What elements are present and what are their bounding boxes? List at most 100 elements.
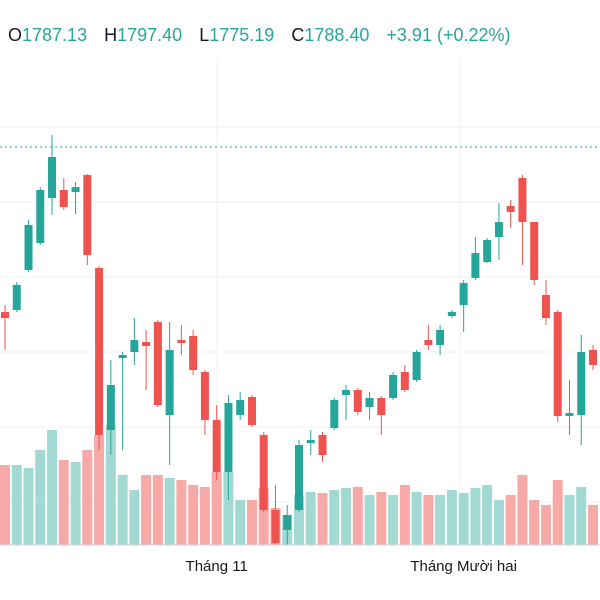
volume-bar (493, 500, 504, 545)
candle-body (24, 225, 33, 270)
volume-bar (199, 487, 210, 545)
candle-body (436, 330, 445, 345)
volume-bar (211, 472, 222, 545)
candle-body (306, 440, 315, 443)
candle-body (259, 435, 268, 510)
ohlc-header: O1787.13 H1797.40 L1775.19 C1788.40 +3.9… (8, 25, 523, 46)
label: O (8, 25, 23, 45)
candle-body (530, 222, 539, 280)
candle-body (400, 372, 409, 390)
volume-bar (117, 475, 128, 545)
volume-bar (11, 465, 22, 545)
volume-bar (446, 490, 457, 545)
volume-bar (305, 492, 316, 545)
volume-bar (47, 430, 58, 545)
candle-body (459, 283, 468, 305)
label: H (104, 25, 118, 45)
candle-layer (1, 135, 597, 545)
volume-bar (70, 462, 81, 545)
volume-bar (458, 493, 469, 545)
volume-bar (223, 472, 234, 545)
candle-body (318, 435, 327, 455)
volume-bar (141, 475, 152, 545)
volume-layer (0, 425, 598, 545)
candle-body (71, 187, 80, 192)
volume-bar (540, 505, 551, 545)
volume-bar (58, 460, 69, 545)
label: C (291, 25, 305, 45)
candle-body (506, 206, 515, 212)
candle-body (483, 240, 492, 262)
volume-bar (317, 493, 328, 545)
volume-bar (435, 495, 446, 545)
volume-bar (246, 500, 257, 545)
candle-body (142, 342, 151, 346)
candle-body (83, 175, 92, 255)
x-tick-label: Tháng Mười hai (410, 558, 517, 575)
volume-bar (529, 500, 540, 545)
candle-body (95, 268, 104, 435)
candle-body (283, 515, 292, 530)
candle-body (330, 400, 339, 428)
x-tick-label: Tháng 11 (186, 558, 248, 575)
candle-body (1, 312, 9, 318)
volume-bar (482, 485, 493, 545)
volume-bar (588, 505, 598, 545)
volume-bar (164, 478, 175, 545)
candle-body (447, 312, 456, 316)
candle-body (377, 398, 386, 415)
volume-bar (576, 487, 587, 545)
value: 1787.13 (22, 25, 88, 45)
candle-body (471, 253, 480, 278)
volume-bar (105, 425, 116, 545)
volume-bar (82, 450, 93, 545)
volume-bar (376, 492, 387, 545)
volume-bar (152, 475, 163, 545)
candle-body (271, 510, 280, 543)
candle-body (353, 390, 362, 412)
candle-body (189, 336, 198, 370)
candle-body (577, 352, 586, 415)
volume-bar (552, 480, 563, 545)
volume-bar (0, 465, 10, 545)
candle-body (200, 372, 209, 420)
volume-bar (35, 450, 46, 545)
candle-body (494, 222, 503, 237)
candle-body (118, 355, 127, 358)
change: +3.91 (+0.22%) (386, 25, 511, 45)
volume-bar (564, 495, 575, 545)
candle-body (424, 340, 433, 345)
volume-bar (388, 495, 399, 545)
label: L (199, 25, 210, 45)
volume-bar (176, 480, 187, 545)
volume-bar (129, 490, 140, 545)
candle-body (365, 398, 374, 407)
volume-bar (517, 475, 528, 545)
candle-body (12, 285, 21, 310)
volume-bar (188, 485, 199, 545)
value: 1775.19 (209, 25, 275, 45)
candle-body (247, 397, 256, 425)
volume-bar (411, 492, 422, 545)
volume-bar (364, 495, 375, 545)
candle-body (412, 352, 421, 380)
volume-bar (258, 488, 269, 545)
volume-bar (235, 500, 246, 545)
candle-body (295, 445, 303, 510)
candle-body (236, 400, 245, 415)
value: 1788.40 (304, 25, 370, 45)
candle-body (59, 190, 68, 207)
volume-bar (94, 435, 105, 545)
candle-body (565, 413, 574, 416)
volume-bar (423, 495, 434, 545)
candle-body (130, 340, 139, 352)
volume-bar (329, 490, 340, 545)
volume-bar (294, 495, 304, 545)
candle-body (177, 340, 186, 343)
candle-body (342, 390, 351, 395)
candle-body (553, 312, 562, 416)
candle-body (224, 403, 233, 472)
candle-body (518, 178, 527, 222)
candle-body (153, 322, 162, 405)
